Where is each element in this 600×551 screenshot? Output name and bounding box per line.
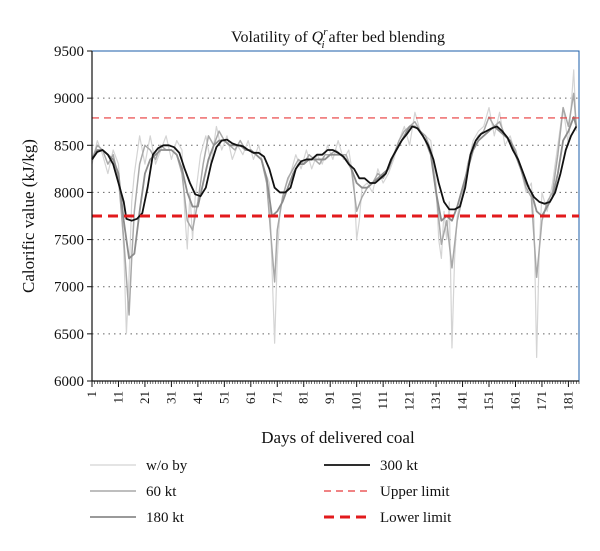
y-tick-label-8000: 8000: [54, 185, 84, 201]
x-axis-label: Days of delivered coal: [261, 428, 415, 447]
x-tick-label-161: 161: [507, 391, 522, 411]
y-tick-label-9000: 9000: [54, 91, 84, 107]
x-tick-label-1: 1: [84, 391, 99, 398]
legend: w/o by 60 kt 180 kt 300 kt Upper limit Lower …: [90, 458, 452, 526]
y-axis-label: Calorific value (kJ/kg): [19, 139, 38, 293]
x-tick-label-41: 41: [190, 391, 205, 404]
x-tick-label-121: 121: [402, 391, 417, 411]
x-tick-label-131: 131: [428, 391, 443, 411]
chart-title: Volatility of Qr i after bed blending: [231, 26, 445, 51]
x-tick-label-171: 171: [534, 391, 549, 411]
y-tick-label-6500: 6500: [54, 327, 84, 343]
series-line-60-kt: [91, 92, 578, 316]
x-tick-label-61: 61: [243, 391, 258, 404]
x-tick-label-101: 101: [349, 391, 364, 411]
legend-label-180-kt: 180 kt: [146, 510, 185, 526]
y-tick-label-8500: 8500: [54, 138, 84, 154]
x-tick-label-11: 11: [110, 391, 125, 404]
legend-label-w-o-by: w/o by: [146, 458, 188, 474]
series-line-300-kt: [91, 125, 578, 222]
series-line-180-kt: [91, 116, 578, 260]
x-tick-label-81: 81: [296, 391, 311, 404]
y-tick-label-6000: 6000: [54, 374, 84, 390]
x-tick-label-51: 51: [216, 391, 231, 404]
x-tick-label-31: 31: [163, 391, 178, 404]
y-tick-label-7500: 7500: [54, 233, 84, 249]
legend-label-300-kt: 300 kt: [380, 458, 419, 474]
legend-label-upper-limit: Upper limit: [380, 484, 450, 500]
legend-label-60-kt: 60 kt: [146, 484, 177, 500]
x-tick-label-91: 91: [322, 391, 337, 404]
x-tick-label-151: 151: [481, 391, 496, 411]
series-line-w-o-by: [91, 69, 577, 359]
x-tick-label-21: 21: [137, 391, 152, 404]
y-tick-label-7000: 7000: [54, 280, 84, 296]
x-tick-label-181: 181: [560, 391, 575, 411]
y-tick-label-9500: 9500: [54, 44, 84, 60]
y-axis-ticks: 6000 6500 7000 7500 8000 8500 9000 9500: [54, 44, 92, 390]
legend-label-lower-limit: Lower limit: [380, 510, 452, 526]
x-tick-label-111: 111: [375, 391, 390, 410]
x-tick-label-71: 71: [269, 391, 284, 404]
grid-lines: [92, 97, 579, 335]
x-tick-label-141: 141: [455, 391, 470, 411]
series-lines: [91, 69, 579, 359]
x-axis-ticks: 1 11 21 31 41 51 61 71 81 91 101 111 121 131 141 151 161…: [84, 381, 580, 411]
